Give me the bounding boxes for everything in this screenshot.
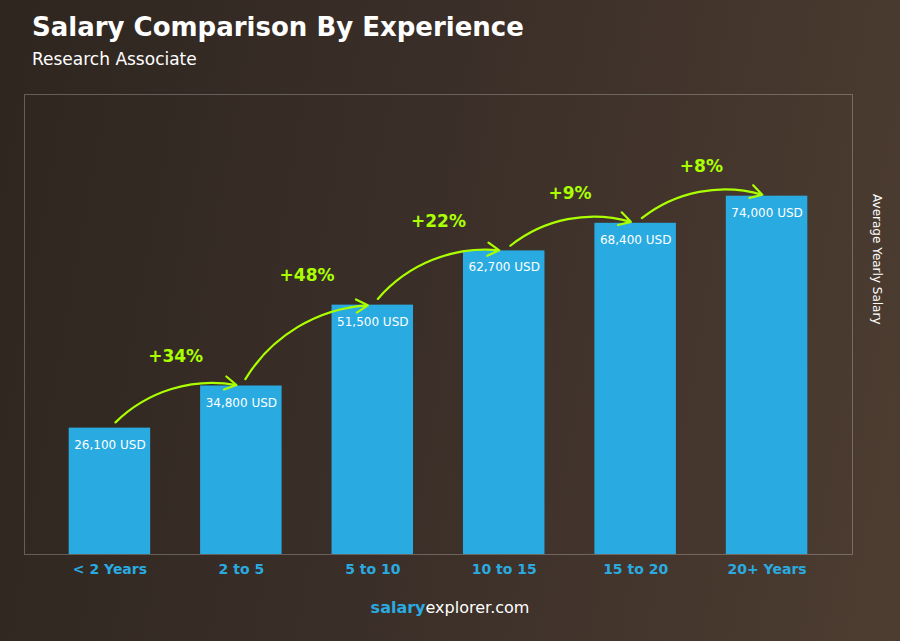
svg-text:< 2 Years: < 2 Years: [73, 561, 147, 577]
svg-text:26,100 USD: 26,100 USD: [74, 437, 145, 451]
svg-text:+8%: +8%: [680, 156, 723, 176]
svg-text:51,500 USD: 51,500 USD: [337, 314, 408, 328]
svg-text:20+ Years: 20+ Years: [728, 561, 807, 577]
svg-text:10 to 15: 10 to 15: [472, 561, 537, 577]
svg-text:+48%: +48%: [280, 265, 335, 285]
html-text:salary explorer.com: salary explorer.com: [370, 597, 530, 617]
svg-text:Average Yearly Salary: Average Yearly Salary: [870, 194, 884, 324]
svg-text:2 to 5: 2 to 5: [219, 561, 265, 577]
svg-text:74,000 USD: 74,000 USD: [731, 205, 802, 219]
svg-text:62,700 USD: 62,700 USD: [468, 260, 539, 274]
html-text:Research Associate: Research Associate: [32, 49, 197, 70]
svg-text:68,400 USD: 68,400 USD: [600, 232, 671, 246]
svg-text:+9%: +9%: [548, 183, 591, 203]
svg-text:5 to 10: 5 to 10: [345, 561, 401, 577]
html-text:Salary Comparison By Experienc: Salary Comparison By Experience: [32, 12, 524, 42]
svg-text:15 to 20: 15 to 20: [603, 561, 668, 577]
svg-text:34,800 USD: 34,800 USD: [206, 395, 277, 409]
svg-text:+34%: +34%: [148, 346, 203, 366]
svg-text:+22%: +22%: [411, 210, 466, 230]
